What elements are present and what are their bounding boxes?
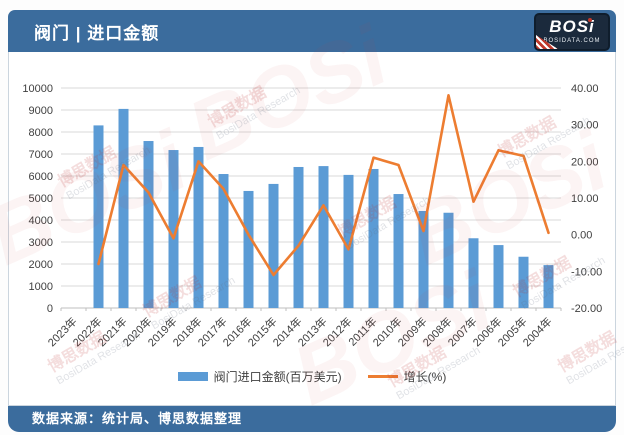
left-axis-tick-label: 9000: [29, 105, 53, 117]
bar-2013年: [318, 166, 329, 308]
bar-2018年: [193, 146, 204, 308]
chart-legend: 阀门进口金额(百万美元) 增长(%): [9, 368, 615, 385]
bar-2012年: [343, 174, 354, 308]
left-axis-tick-label: 4000: [29, 215, 53, 227]
bar-2004年: [543, 265, 554, 308]
right-axis-tick-label: 30.00: [571, 120, 599, 132]
left-axis-tick-label: 7000: [29, 149, 53, 161]
logo-red-dot-icon: [588, 18, 592, 22]
bar-2006年: [493, 245, 504, 308]
right-axis-tick-label: 0.00: [571, 230, 592, 242]
right-axis-tick-label: -20.00: [571, 303, 602, 315]
left-axis-tick-label: 5000: [29, 193, 53, 205]
header-bar: 阀门 | 进口金额 BOSi BOSIDATA.COM: [8, 10, 616, 52]
left-axis-tick-label: 1000: [29, 281, 53, 293]
bar-2005年: [518, 256, 529, 308]
bar-2020年: [143, 141, 154, 308]
bar-2011年: [368, 168, 379, 308]
left-axis-tick-label: 2000: [29, 259, 53, 271]
legend-label-growth: 增长(%): [403, 370, 447, 384]
line-series-swatch-icon: [367, 375, 398, 378]
legend-label-import-amount: 阀门进口金额(百万美元): [213, 370, 342, 384]
bar-2016年: [243, 190, 254, 308]
bar-2009年: [418, 210, 429, 308]
legend-item-import-amount: 阀门进口金额(百万美元): [177, 368, 342, 385]
left-axis-tick-label: 8000: [29, 127, 53, 139]
chart-canvas: 0 1000 2000 3000 4000 5000 6000 7000 8000 9000 100…: [22, 83, 602, 349]
bar-2010年: [393, 194, 404, 308]
footer-bar: 数据来源：统计局、博思数据整理: [8, 406, 616, 432]
left-axis-tick-label: 0: [47, 303, 53, 315]
left-axis-tick-label: 10000: [22, 83, 53, 95]
logo-site-text: BOSIDATA.COM: [543, 38, 601, 44]
right-axis-tick-label: -10.00: [571, 266, 602, 278]
page-title: 阀门 | 进口金额: [34, 24, 160, 43]
bar-2021年: [118, 108, 129, 309]
bar-2022年: [93, 125, 104, 309]
right-axis-tick-label: 20.00: [571, 156, 599, 168]
data-source-text: 数据来源：统计局、博思数据整理: [32, 411, 243, 426]
left-axis-tick-label: 6000: [29, 171, 53, 183]
left-axis-tick-label: 3000: [29, 237, 53, 249]
growth-line: [97, 94, 550, 277]
bosi-logo: BOSi BOSIDATA.COM: [534, 13, 610, 51]
bar-2014年: [293, 166, 304, 308]
right-axis-tick-label: 40.00: [571, 83, 599, 95]
bar-2007年: [468, 238, 479, 308]
logo-text: BOSi: [549, 17, 595, 36]
bar-series-swatch-icon: [177, 372, 208, 381]
bar-2015年: [268, 183, 279, 308]
bar-2008年: [443, 212, 454, 308]
bar-2019年: [168, 150, 179, 308]
legend-item-growth: 增长(%): [367, 368, 447, 385]
chart-panel: 0 1000 2000 3000 4000 5000 6000 7000 8000 9000 100…: [8, 52, 616, 406]
right-axis-tick-label: 10.00: [571, 193, 599, 205]
bar-2017年: [218, 174, 229, 308]
